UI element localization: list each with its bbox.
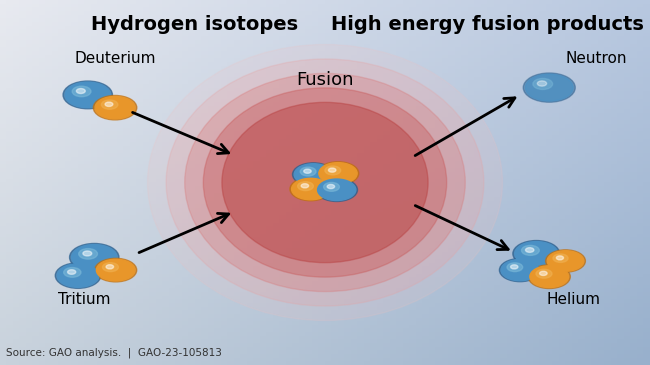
Circle shape: [540, 271, 547, 276]
Circle shape: [95, 96, 135, 119]
Circle shape: [83, 251, 92, 256]
Circle shape: [553, 254, 568, 262]
Circle shape: [94, 96, 136, 120]
Circle shape: [324, 182, 339, 191]
Circle shape: [327, 184, 335, 189]
Circle shape: [72, 245, 117, 270]
Circle shape: [304, 169, 311, 173]
Circle shape: [536, 269, 552, 278]
Circle shape: [55, 263, 101, 288]
Circle shape: [521, 245, 540, 255]
Text: Fusion: Fusion: [296, 71, 354, 89]
Circle shape: [319, 163, 357, 184]
Circle shape: [510, 265, 518, 269]
Circle shape: [101, 100, 118, 109]
Ellipse shape: [166, 59, 484, 306]
Circle shape: [316, 178, 358, 201]
Circle shape: [317, 162, 359, 185]
Circle shape: [301, 184, 309, 188]
Circle shape: [95, 258, 136, 282]
Circle shape: [300, 167, 316, 176]
Text: Deuterium: Deuterium: [75, 51, 156, 66]
Ellipse shape: [222, 102, 428, 263]
Circle shape: [292, 178, 330, 200]
Circle shape: [77, 89, 85, 93]
Circle shape: [501, 260, 539, 281]
Circle shape: [65, 82, 110, 108]
Circle shape: [538, 81, 547, 86]
Circle shape: [513, 241, 560, 267]
Text: Helium: Helium: [546, 292, 600, 307]
Circle shape: [523, 73, 575, 102]
Circle shape: [515, 242, 558, 266]
Circle shape: [525, 247, 534, 252]
Text: Hydrogen isotopes: Hydrogen isotopes: [91, 15, 298, 34]
Circle shape: [528, 265, 570, 288]
Text: Tritium: Tritium: [58, 292, 111, 307]
Circle shape: [103, 263, 118, 272]
Circle shape: [525, 74, 573, 101]
Circle shape: [96, 259, 135, 281]
Circle shape: [533, 78, 552, 89]
Text: Source: GAO analysis.  |  GAO-23-105813: Source: GAO analysis. | GAO-23-105813: [6, 347, 222, 358]
Circle shape: [298, 182, 313, 191]
Circle shape: [530, 266, 569, 288]
Circle shape: [318, 179, 356, 200]
Circle shape: [79, 249, 97, 259]
Circle shape: [68, 270, 76, 274]
Circle shape: [499, 258, 541, 282]
Circle shape: [292, 163, 334, 186]
Circle shape: [70, 243, 119, 271]
Circle shape: [547, 251, 584, 271]
Circle shape: [556, 256, 564, 260]
Circle shape: [290, 177, 332, 201]
Ellipse shape: [148, 45, 502, 320]
Ellipse shape: [185, 73, 465, 292]
Circle shape: [63, 81, 112, 109]
Circle shape: [325, 166, 341, 175]
Circle shape: [294, 164, 332, 185]
Circle shape: [106, 265, 114, 269]
Circle shape: [328, 168, 336, 172]
Circle shape: [57, 264, 99, 287]
Text: Neutron: Neutron: [566, 51, 627, 66]
Text: High energy fusion products: High energy fusion products: [331, 15, 644, 34]
Circle shape: [545, 250, 586, 272]
Circle shape: [72, 86, 91, 97]
Circle shape: [64, 268, 81, 277]
Circle shape: [105, 102, 113, 107]
Ellipse shape: [203, 88, 447, 277]
Circle shape: [507, 263, 523, 272]
